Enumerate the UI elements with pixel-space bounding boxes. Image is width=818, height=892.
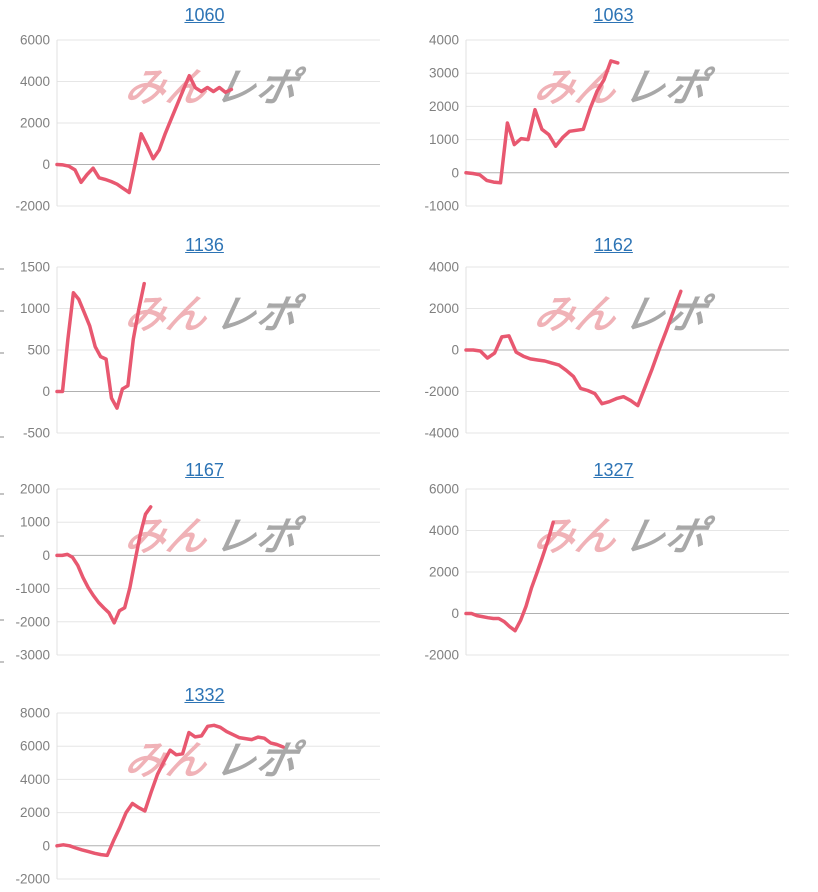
chart-card: 1162 4000 2000 0 -2000 -4000 みんレポ <box>409 230 818 455</box>
y-axis-tick-label: -2000 <box>15 872 50 887</box>
y-axis-tick-label: -1000 <box>424 199 459 214</box>
y-axis-tick-label: 0 <box>42 548 50 563</box>
chart-series-layer <box>55 73 234 195</box>
chart-title-link[interactable]: 1167 <box>185 460 224 480</box>
y-axis-tick-label: 1000 <box>20 301 50 316</box>
y-axis-tick-label: 0 <box>42 157 50 172</box>
line-chart: 2000 1000 0 -1000 -2000 -3000 みんレポ <box>0 477 409 672</box>
chart-title-link[interactable]: 1332 <box>184 685 225 705</box>
edge-tick-mark <box>0 535 4 537</box>
y-axis-tick-label: 1000 <box>20 515 50 530</box>
y-axis-tick-label: 0 <box>42 838 50 853</box>
chart-grid-layer: 6000 4000 2000 0 -2000 <box>424 482 789 663</box>
y-axis-tick-label: -2000 <box>424 648 459 663</box>
chart-card: 1063 4000 3000 2000 1000 0 -1000 みんレポ <box>409 0 818 225</box>
y-axis-tick-label: -3000 <box>15 648 50 663</box>
y-axis-tick-label: 4000 <box>20 772 50 787</box>
chart-title-row: 1063 <box>409 5 818 31</box>
series-line <box>464 59 620 185</box>
edge-tick-mark <box>0 310 4 312</box>
chart-grid-layer: 6000 4000 2000 0 -2000 <box>15 33 380 214</box>
edge-tick-mark <box>0 436 4 438</box>
chart-title-row: 1060 <box>0 5 409 31</box>
edge-tick-mark <box>0 661 4 663</box>
y-axis-tick-label: 6000 <box>20 33 50 48</box>
line-chart: 1500 1000 500 0 -500 みんレポ <box>0 255 409 450</box>
chart-title-row: 1136 <box>0 235 409 261</box>
y-axis-tick-label: -2000 <box>15 199 50 214</box>
chart-title-link[interactable]: 1060 <box>184 5 225 25</box>
y-axis-tick-label: 500 <box>27 343 50 358</box>
y-axis-tick-label: 2000 <box>429 99 459 114</box>
edge-tick-mark <box>0 493 4 495</box>
chart-card: 1167 2000 1000 0 -1000 -2000 -3000 みんレポ <box>0 455 409 680</box>
chart-title-link[interactable]: 1162 <box>594 235 633 255</box>
chart-title-row: 1332 <box>0 685 409 711</box>
chart-grid-layer: 4000 2000 0 -2000 -4000 <box>424 260 789 441</box>
line-chart: 4000 3000 2000 1000 0 -1000 みんレポ <box>409 28 818 223</box>
chart-title-link[interactable]: 1136 <box>185 235 224 255</box>
y-axis-tick-label: 4000 <box>429 260 459 275</box>
line-chart: 6000 4000 2000 0 -2000 みんレポ <box>409 477 818 672</box>
y-axis-tick-label: 0 <box>451 343 459 358</box>
y-axis-tick-label: 6000 <box>20 739 50 754</box>
y-axis-tick-label: 2000 <box>20 482 50 497</box>
series-line <box>464 520 555 633</box>
edge-tick-mark <box>0 268 4 270</box>
y-axis-tick-label: -2000 <box>424 384 459 399</box>
series-line <box>55 281 146 410</box>
series-line <box>55 723 285 858</box>
y-axis-tick-label: 4000 <box>429 33 459 48</box>
y-axis-tick-label: 2000 <box>429 565 459 580</box>
y-axis-tick-label: 0 <box>451 165 459 180</box>
chart-series-layer <box>464 520 555 633</box>
y-axis-tick-label: 3000 <box>429 66 459 81</box>
chart-title-row: 1167 <box>0 460 409 486</box>
y-axis-tick-label: 1500 <box>20 260 50 275</box>
y-axis-tick-label: 6000 <box>429 482 459 497</box>
chart-grid-layer: 8000 6000 4000 2000 0 -2000 <box>15 706 380 887</box>
chart-title-link[interactable]: 1063 <box>593 5 634 25</box>
chart-title-link[interactable]: 1327 <box>593 460 634 480</box>
y-axis-tick-label: 2000 <box>20 805 50 820</box>
series-line <box>464 289 683 408</box>
y-axis-tick-label: 8000 <box>20 706 50 721</box>
line-chart: 6000 4000 2000 0 -2000 みんレポ <box>0 28 409 223</box>
y-axis-tick-label: 4000 <box>429 523 459 538</box>
y-axis-tick-label: 1000 <box>429 132 459 147</box>
y-axis-tick-label: 4000 <box>20 74 50 89</box>
y-axis-tick-label: -4000 <box>424 426 459 441</box>
y-axis-tick-label: 0 <box>42 384 50 399</box>
y-axis-tick-label: -500 <box>23 426 50 441</box>
y-axis-tick-label: 2000 <box>429 301 459 316</box>
chart-card: 1136 1500 1000 500 0 -500 みんレポ <box>0 230 409 455</box>
chart-series-layer <box>464 59 620 185</box>
chart-series-layer <box>55 281 146 410</box>
chart-card: 1332 8000 6000 4000 2000 0 -2000 みんレポ <box>0 680 409 892</box>
y-axis-tick-label: 2000 <box>20 116 50 131</box>
chart-card: 1060 6000 4000 2000 0 -2000 みんレポ <box>0 0 409 225</box>
y-axis-tick-label: 0 <box>451 606 459 621</box>
chart-series-layer <box>55 723 285 858</box>
chart-series-layer <box>464 289 683 408</box>
y-axis-tick-label: -1000 <box>15 581 50 596</box>
chart-title-row: 1162 <box>409 235 818 261</box>
y-axis-tick-label: -2000 <box>15 614 50 629</box>
edge-tick-mark <box>0 619 4 621</box>
chart-grid-layer: 2000 1000 0 -1000 -2000 -3000 <box>15 482 380 663</box>
line-chart: 8000 6000 4000 2000 0 -2000 みんレポ <box>0 701 409 892</box>
series-line <box>55 73 234 195</box>
chart-card: 1327 6000 4000 2000 0 -2000 みんレポ <box>409 455 818 680</box>
chart-series-layer <box>55 505 153 625</box>
edge-tick-mark <box>0 352 4 354</box>
chart-grid-layer: 1500 1000 500 0 -500 <box>20 260 380 441</box>
line-chart: 4000 2000 0 -2000 -4000 みんレポ <box>409 255 818 450</box>
chart-title-row: 1327 <box>409 460 818 486</box>
series-line <box>55 505 153 625</box>
